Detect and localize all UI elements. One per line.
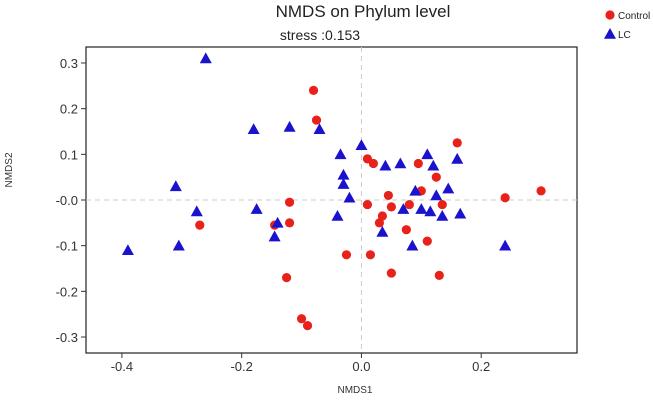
- y-tick-label: -0.3: [56, 330, 78, 345]
- x-axis-label: NMDS1: [337, 385, 372, 396]
- control-point: [452, 138, 462, 148]
- control-point: [422, 236, 432, 246]
- legend-label-control: Control: [618, 11, 650, 22]
- chart-title: NMDS on Phylum level: [276, 2, 451, 21]
- control-point: [401, 225, 411, 235]
- lc-point: [313, 123, 326, 135]
- y-tick-label: 0.1: [60, 147, 78, 162]
- lc-point: [451, 152, 464, 164]
- lc-point: [355, 139, 368, 150]
- lc-point: [190, 205, 203, 217]
- x-tick-label: 0.0: [352, 359, 370, 374]
- lc-point: [271, 216, 284, 228]
- control-point: [365, 250, 376, 260]
- lc-point: [337, 178, 350, 189]
- legend-marker-lc: [604, 28, 616, 39]
- control-point: [311, 115, 322, 125]
- y-tick-label: 0.3: [60, 56, 78, 71]
- control-point: [308, 85, 319, 95]
- control-point: [434, 270, 444, 280]
- lc-point: [172, 239, 185, 251]
- y-tick-label: 0.2: [60, 102, 78, 117]
- legend-marker-control: [605, 10, 615, 20]
- lc-point: [268, 230, 281, 242]
- control-point: [284, 218, 295, 228]
- lc-point: [430, 189, 443, 201]
- series-lc: [121, 52, 512, 256]
- y-axis-label: NMDS2: [4, 152, 15, 187]
- control-point: [386, 268, 396, 278]
- y-tick-label: -0.2: [56, 284, 78, 299]
- lc-point: [250, 203, 263, 214]
- control-point: [284, 197, 295, 207]
- lc-point: [454, 207, 467, 219]
- y-axis: 0.3 0.2 0.1 -0.0 -0.1 -0.2 -0.3: [56, 56, 86, 345]
- x-tick-label: -0.2: [230, 359, 252, 374]
- legend: Control LC: [604, 10, 650, 41]
- lc-point: [409, 184, 422, 196]
- y-tick-label: -0.1: [56, 239, 78, 254]
- lc-point: [283, 120, 296, 132]
- lc-point: [334, 148, 347, 160]
- lc-point: [331, 209, 344, 221]
- control-point: [302, 320, 313, 331]
- lc-point: [169, 180, 182, 192]
- chart-subtitle: stress :0.153: [280, 27, 360, 43]
- lc-point: [442, 182, 455, 194]
- lc-point: [199, 52, 212, 64]
- lc-point: [406, 239, 419, 251]
- control-point: [431, 172, 441, 182]
- control-point: [374, 218, 385, 228]
- control-point: [386, 202, 396, 212]
- control-point: [413, 158, 423, 169]
- lc-point: [421, 148, 434, 160]
- lc-point: [343, 191, 356, 203]
- control-point: [536, 186, 546, 196]
- x-tick-label: -0.4: [111, 359, 133, 374]
- lc-point: [394, 157, 407, 169]
- lc-point: [436, 209, 449, 221]
- control-point: [368, 158, 379, 169]
- control-point: [362, 199, 373, 210]
- x-tick-label: 0.2: [472, 359, 490, 374]
- control-point: [195, 220, 205, 230]
- lc-point: [397, 203, 410, 214]
- lc-point: [247, 123, 260, 135]
- lc-point: [337, 168, 350, 180]
- lc-point: [415, 203, 428, 214]
- control-point: [404, 199, 414, 210]
- reference-lines: [86, 47, 577, 353]
- control-point: [437, 199, 447, 210]
- control-point: [500, 193, 510, 203]
- control-point: [281, 273, 292, 283]
- lc-point: [427, 159, 440, 171]
- control-point: [383, 190, 393, 201]
- control-point: [377, 211, 387, 221]
- lc-point: [379, 159, 392, 171]
- lc-point: [424, 205, 437, 217]
- lc-point: [121, 244, 134, 256]
- control-point: [296, 314, 307, 324]
- x-axis: -0.4 -0.2 0.0 0.2: [111, 353, 490, 374]
- data-points: [121, 52, 546, 331]
- lc-point: [376, 225, 389, 237]
- legend-label-lc: LC: [618, 30, 631, 41]
- lc-point: [499, 239, 512, 251]
- control-point: [341, 250, 352, 260]
- y-tick-label: -0.0: [56, 193, 78, 208]
